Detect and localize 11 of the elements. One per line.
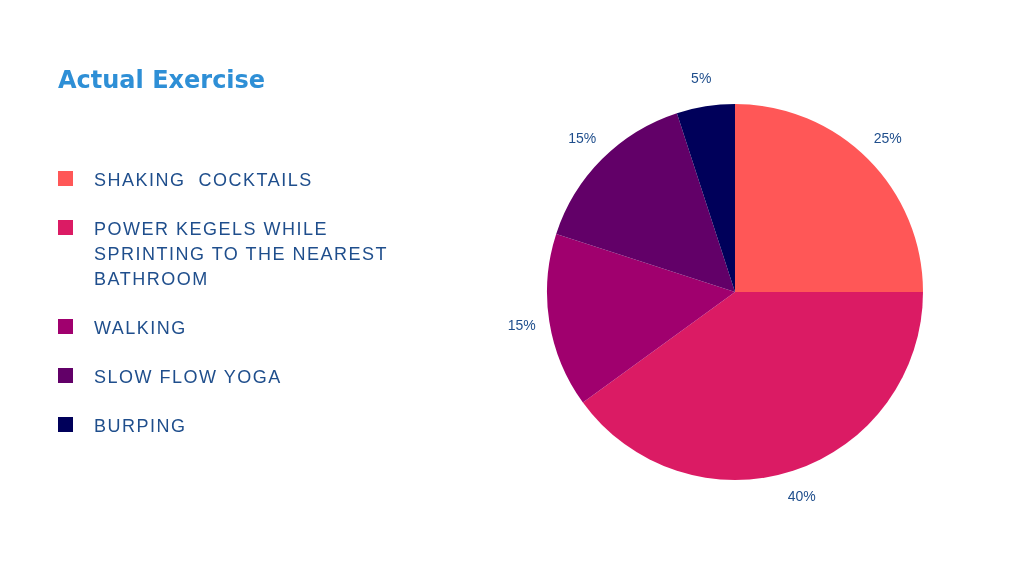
data-label: 25% [873, 130, 902, 147]
chart-title: Actual Exercise [58, 66, 266, 94]
legend-label: POWER KEGELS WHILE SPRINTING TO THE NEAREST BATHROOM [94, 218, 389, 291]
legend-label: WALKING [94, 317, 188, 340]
legend-label: SHAKING COCKTAILS [94, 169, 314, 192]
legend-label: BURPING [94, 415, 188, 438]
data-label: 15% [568, 130, 597, 147]
data-label: 15% [507, 316, 536, 333]
data-label: 5% [691, 69, 712, 86]
data-label: 40% [787, 488, 816, 505]
legend-label: SLOW FLOW YOGA [94, 366, 283, 389]
